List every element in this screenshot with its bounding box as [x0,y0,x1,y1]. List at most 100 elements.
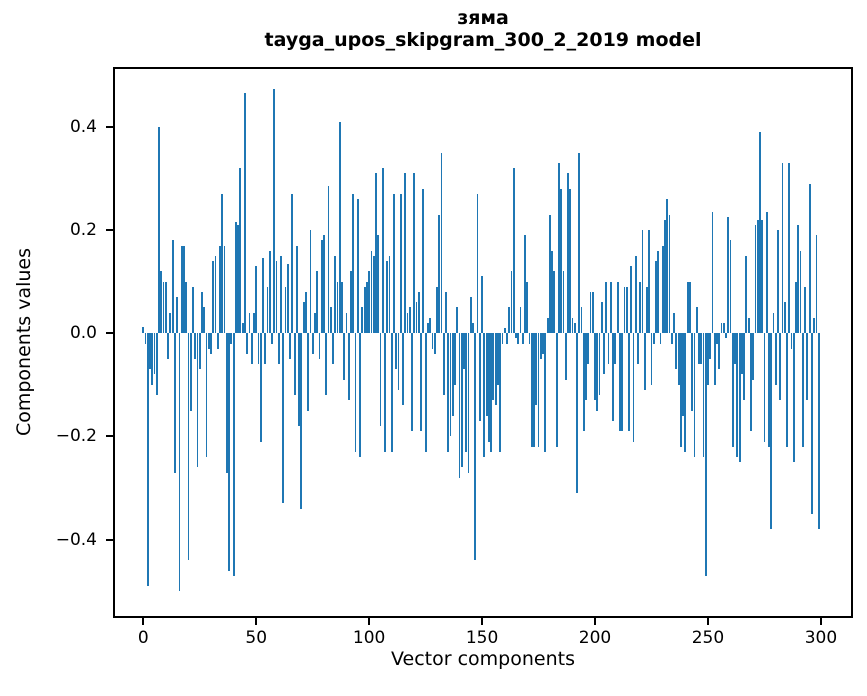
bar [291,193,294,334]
bar [318,333,321,359]
bar [451,333,454,416]
bar [273,88,276,334]
bar [146,333,149,586]
bar [650,333,653,385]
bar [716,333,718,344]
bar [670,333,673,344]
bar [707,333,709,385]
bar [544,333,547,452]
bar [804,286,806,334]
bar [655,260,657,334]
bar [677,333,680,385]
bar [564,333,567,380]
bar [377,235,380,334]
bar [350,271,352,334]
bar [370,250,373,334]
bar [643,333,646,390]
bar [205,333,208,458]
bar [810,333,813,514]
y-tick [106,332,113,335]
bar [506,333,508,344]
bar [731,333,734,447]
bar [275,260,278,334]
bar [783,302,786,334]
bar [625,286,628,334]
bar [408,307,411,334]
bar [264,333,267,365]
bar [352,193,355,334]
chart-subtitle: tayga_upos_skipgram_300_2_2019 model [264,29,702,51]
bar [788,162,791,334]
bar [535,333,538,406]
bar [539,333,542,359]
bar [225,333,228,473]
bar [153,333,156,375]
bar [180,245,183,334]
x-tick [142,618,145,625]
bar [456,307,459,334]
bar [286,263,289,334]
bar [300,333,303,509]
bar [379,333,382,427]
bar [763,333,766,442]
bar [747,317,750,334]
bar [316,271,319,334]
bar [262,258,264,334]
bar [307,333,310,411]
bar [729,240,732,334]
bar [727,217,730,334]
bar [605,281,608,334]
bar [664,219,666,334]
bar [501,333,504,344]
bar [289,333,291,359]
bar [365,281,368,334]
bar [589,291,592,334]
bar [530,333,533,447]
bar [772,312,775,334]
bar [149,333,151,370]
bar [684,333,687,452]
bar [431,333,434,349]
bar [395,333,398,370]
bar [467,333,470,473]
x-tick [594,618,597,625]
bar [652,333,655,344]
bar [144,333,147,344]
bar [237,224,240,334]
bar [160,271,163,334]
bar [668,214,671,334]
bar [614,333,617,365]
bar [158,126,160,334]
bar [151,333,154,385]
bar [639,281,642,334]
bar [797,224,800,334]
bar [442,333,445,396]
bar [230,333,233,344]
bar [795,281,797,334]
bar [661,245,664,334]
bar [445,291,447,334]
bar [472,322,474,334]
bar [329,307,332,334]
x-tick-label: 300 [804,628,838,648]
bar [198,333,201,370]
y-tick [106,435,113,438]
bar [695,307,698,334]
bar [600,302,603,334]
bar [248,312,251,334]
bar [492,333,495,401]
bar [449,333,452,437]
bar [176,297,179,334]
bar [363,286,366,334]
bar [607,333,610,365]
bar [413,173,416,334]
bar [481,276,483,334]
bar [361,307,364,334]
bar [354,333,357,452]
bar [578,152,581,334]
bar [178,333,181,592]
y-tick-label: −0.2 [55,426,97,447]
bar [223,245,226,334]
bar [813,317,816,334]
